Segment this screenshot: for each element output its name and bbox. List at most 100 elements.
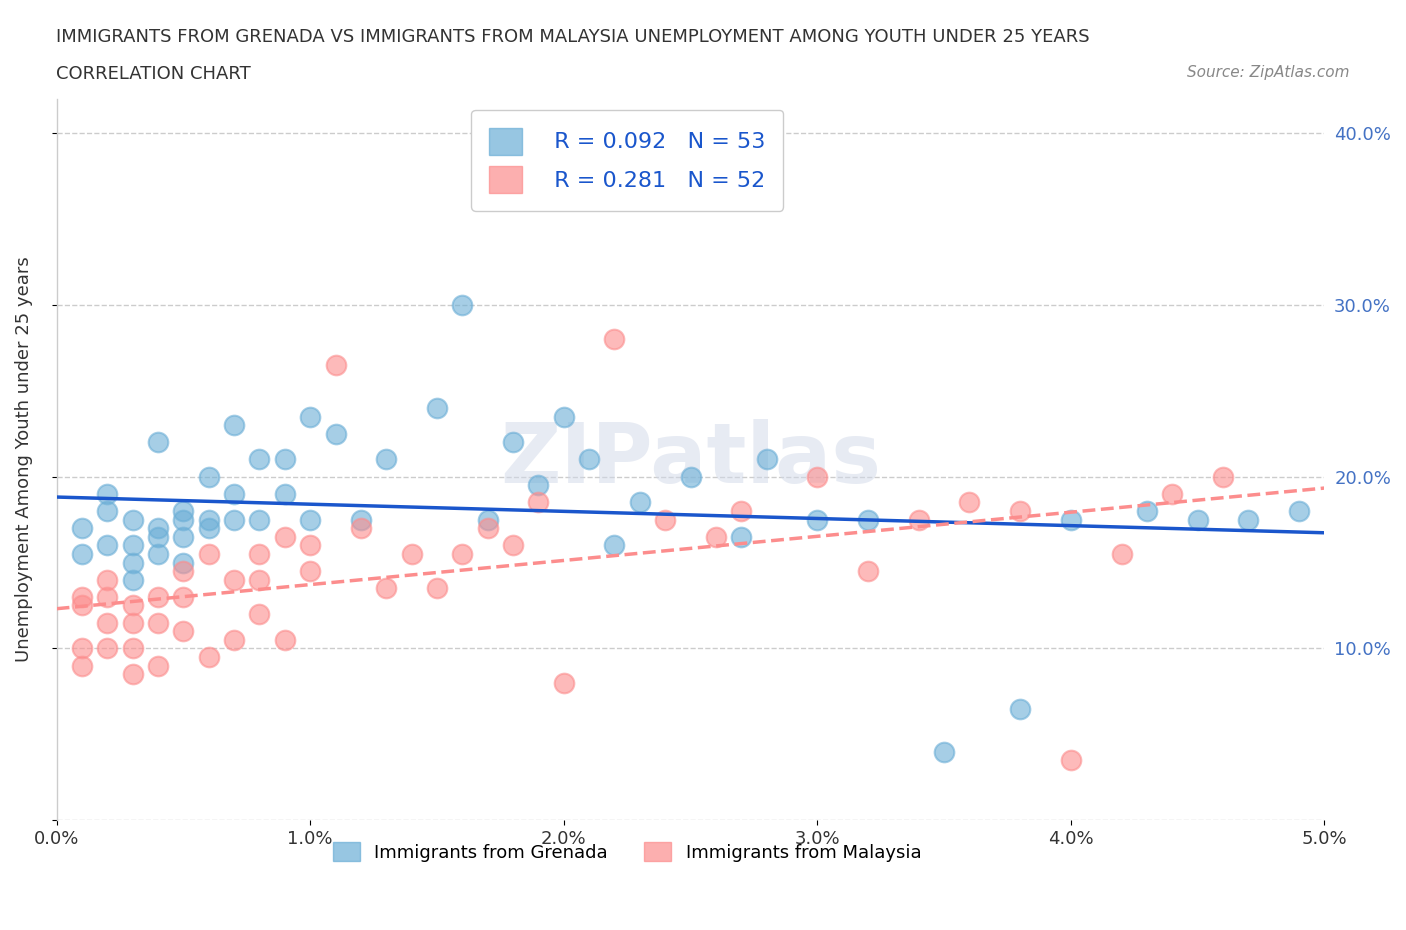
Point <box>553 675 575 690</box>
Point <box>70 521 93 536</box>
Point <box>96 641 118 656</box>
Point <box>249 512 271 527</box>
Point <box>121 538 143 552</box>
Point <box>451 547 474 562</box>
Point <box>70 547 93 562</box>
Point <box>401 547 423 562</box>
Point <box>249 452 271 467</box>
Point <box>96 538 118 552</box>
Point <box>375 581 398 596</box>
Text: IMMIGRANTS FROM GRENADA VS IMMIGRANTS FROM MALAYSIA UNEMPLOYMENT AMONG YOUTH UND: IMMIGRANTS FROM GRENADA VS IMMIGRANTS FR… <box>56 28 1090 46</box>
Point <box>932 744 955 759</box>
Point <box>121 512 143 527</box>
Point <box>96 486 118 501</box>
Point <box>1010 701 1032 716</box>
Point <box>350 512 373 527</box>
Point <box>197 512 219 527</box>
Point <box>146 521 169 536</box>
Point <box>477 521 499 536</box>
Point <box>856 564 879 578</box>
Point <box>96 503 118 518</box>
Point <box>1060 752 1083 767</box>
Point <box>172 529 194 544</box>
Point <box>172 564 194 578</box>
Point <box>172 555 194 570</box>
Point <box>603 332 626 347</box>
Point <box>1187 512 1209 527</box>
Point <box>274 486 297 501</box>
Point <box>249 547 271 562</box>
Legend: Immigrants from Grenada, Immigrants from Malaysia: Immigrants from Grenada, Immigrants from… <box>326 835 928 869</box>
Point <box>224 512 246 527</box>
Text: ZIPatlas: ZIPatlas <box>501 419 882 500</box>
Point <box>274 452 297 467</box>
Point <box>350 521 373 536</box>
Text: CORRELATION CHART: CORRELATION CHART <box>56 65 252 83</box>
Point <box>628 495 651 510</box>
Point <box>172 503 194 518</box>
Point <box>299 409 322 424</box>
Point <box>70 658 93 673</box>
Point <box>197 521 219 536</box>
Point <box>451 298 474 312</box>
Point <box>146 590 169 604</box>
Point <box>527 478 550 493</box>
Point <box>96 590 118 604</box>
Point <box>96 572 118 587</box>
Point <box>1111 547 1133 562</box>
Point <box>704 529 727 544</box>
Point <box>1212 470 1234 485</box>
Point <box>121 641 143 656</box>
Point <box>1010 503 1032 518</box>
Point <box>172 512 194 527</box>
Point <box>755 452 778 467</box>
Point <box>907 512 929 527</box>
Point <box>1237 512 1260 527</box>
Point <box>249 606 271 621</box>
Point <box>527 495 550 510</box>
Point <box>603 538 626 552</box>
Point <box>426 401 449 416</box>
Point <box>502 538 524 552</box>
Point <box>70 641 93 656</box>
Point <box>477 512 499 527</box>
Point <box>224 418 246 432</box>
Point <box>121 572 143 587</box>
Y-axis label: Unemployment Among Youth under 25 years: Unemployment Among Youth under 25 years <box>15 257 32 662</box>
Point <box>299 564 322 578</box>
Point <box>806 512 828 527</box>
Point <box>1161 486 1184 501</box>
Point <box>146 529 169 544</box>
Point <box>121 598 143 613</box>
Point <box>375 452 398 467</box>
Point <box>1060 512 1083 527</box>
Point <box>1136 503 1159 518</box>
Point <box>578 452 600 467</box>
Point <box>146 658 169 673</box>
Point <box>502 435 524 450</box>
Point <box>172 624 194 639</box>
Point <box>274 529 297 544</box>
Point <box>224 486 246 501</box>
Point <box>70 590 93 604</box>
Point <box>197 547 219 562</box>
Point <box>806 470 828 485</box>
Point <box>426 581 449 596</box>
Point <box>224 572 246 587</box>
Point <box>121 555 143 570</box>
Point <box>70 598 93 613</box>
Point <box>146 547 169 562</box>
Point <box>299 538 322 552</box>
Point <box>146 435 169 450</box>
Point <box>1288 503 1310 518</box>
Point <box>96 616 118 631</box>
Point <box>172 590 194 604</box>
Point <box>146 616 169 631</box>
Point <box>679 470 702 485</box>
Point <box>249 572 271 587</box>
Point <box>856 512 879 527</box>
Point <box>274 632 297 647</box>
Point <box>654 512 676 527</box>
Text: Source: ZipAtlas.com: Source: ZipAtlas.com <box>1187 65 1350 80</box>
Point <box>553 409 575 424</box>
